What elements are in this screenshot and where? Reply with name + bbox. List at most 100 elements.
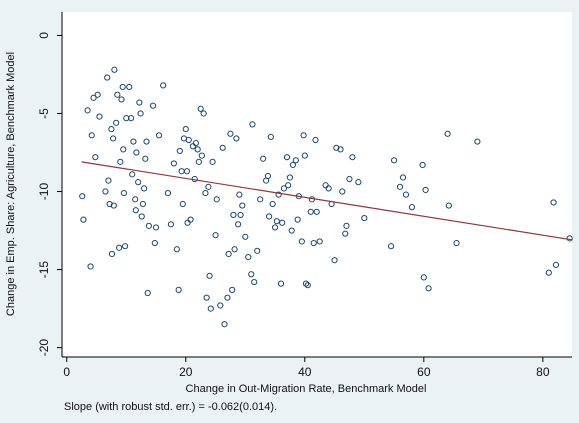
- scatter-point: [444, 130, 451, 137]
- scatter-point: [283, 154, 291, 161]
- scatter-point: [264, 172, 272, 180]
- scatter-point: [116, 244, 123, 251]
- scatter-point: [129, 171, 136, 178]
- x-tick-label: 20: [179, 365, 193, 379]
- y-tick-label: -15: [37, 261, 51, 279]
- scatter-point: [331, 257, 338, 264]
- scatter-point: [254, 247, 261, 254]
- scatter-point: [422, 186, 429, 194]
- plot-region: [62, 12, 572, 357]
- scatter-point: [312, 136, 319, 144]
- scatter-point: [408, 204, 416, 211]
- scatter-point: [219, 144, 226, 151]
- scatter-point: [133, 149, 140, 156]
- scatter-point: [236, 191, 243, 198]
- scatter-point: [126, 83, 133, 91]
- scatter-point: [550, 199, 557, 206]
- scatter-point: [127, 115, 135, 122]
- scatter-point: [301, 152, 308, 159]
- scatter-point: [212, 232, 219, 239]
- scatter-point: [239, 202, 246, 209]
- scatter-point: [230, 211, 237, 219]
- scatter-point: [108, 250, 116, 258]
- scatter-point: [445, 202, 452, 209]
- scatter-point: [79, 193, 86, 200]
- scatter-point: [142, 155, 149, 162]
- scatter-point: [251, 278, 258, 286]
- scatter-point: [399, 174, 407, 181]
- scatter-point: [206, 272, 213, 279]
- scatter-point: [104, 74, 111, 81]
- scatter-point: [333, 144, 340, 151]
- scatter-point: [224, 294, 231, 301]
- scatter-point: [227, 130, 234, 137]
- scatter-point: [200, 110, 207, 117]
- scatter-point: [302, 280, 310, 287]
- scatter-point: [138, 213, 145, 220]
- scatter-point: [160, 82, 167, 89]
- scatter-point: [173, 246, 180, 253]
- scatter-point: [316, 238, 323, 245]
- scatter-point: [111, 66, 118, 73]
- scatter-point: [349, 154, 356, 161]
- scatter-point: [106, 200, 113, 208]
- scatter-point: [275, 191, 282, 198]
- y-tick-label: 0: [37, 32, 51, 39]
- scatter-point: [280, 185, 288, 192]
- scatter-point: [120, 189, 127, 197]
- scatter-point: [105, 177, 112, 184]
- scatter-point: [265, 213, 273, 220]
- scatter-point: [87, 263, 94, 270]
- scatter-point: [289, 161, 296, 169]
- scatter-point: [342, 230, 349, 237]
- x-axis-label: Change in Out-Migration Rate, Benchmark …: [186, 383, 427, 395]
- scatter-point: [139, 200, 147, 208]
- scatter-point: [96, 113, 103, 120]
- scatter-point: [221, 321, 228, 328]
- scatter-point: [279, 219, 286, 226]
- scatter-point: [566, 235, 573, 242]
- x-tick-label: 0: [63, 365, 70, 379]
- x-tick-label: 60: [417, 365, 431, 379]
- scatter-point: [313, 208, 320, 215]
- scatter-point: [233, 135, 240, 142]
- scatter-point: [207, 305, 214, 312]
- scatter-point: [225, 250, 232, 258]
- scatter-point: [474, 138, 481, 145]
- scatter-point: [194, 146, 201, 153]
- scatter-point: [110, 202, 117, 209]
- scatter-point: [343, 222, 350, 229]
- scatter-point: [136, 99, 143, 106]
- scatter-point: [304, 282, 311, 289]
- scatter-point: [132, 196, 139, 203]
- scatter-point: [300, 132, 307, 139]
- scatter-point: [155, 132, 163, 139]
- scatter-point: [248, 271, 255, 278]
- scatter-point: [187, 216, 194, 223]
- scatter-point: [307, 208, 314, 215]
- scatter-point: [149, 102, 157, 109]
- scatter-point: [552, 261, 560, 268]
- scatter-point: [92, 154, 99, 161]
- scatter-point: [117, 158, 124, 165]
- scatter-point: [286, 174, 294, 181]
- scatter-point: [387, 243, 395, 250]
- scatter-point: [195, 158, 202, 165]
- scatter-point: [325, 185, 332, 192]
- scatter-point: [402, 191, 410, 198]
- note: Slope (with robust std. err.) = -0.062(0…: [64, 401, 277, 413]
- scatter-point: [231, 246, 238, 253]
- scatter-point: [118, 96, 125, 103]
- scatter-point: [197, 105, 204, 112]
- scatter-point: [114, 91, 121, 98]
- scatter-point: [277, 280, 285, 287]
- y-tick-label: -20: [37, 339, 51, 357]
- scatter-point: [202, 189, 209, 197]
- scatter-point: [151, 239, 158, 247]
- x-tick-label: 40: [298, 365, 312, 379]
- scatter-point: [179, 200, 186, 208]
- scatter-point: [88, 132, 95, 139]
- scatter-point: [245, 253, 252, 261]
- scatter-point: [453, 239, 460, 247]
- scatter-point: [298, 238, 305, 245]
